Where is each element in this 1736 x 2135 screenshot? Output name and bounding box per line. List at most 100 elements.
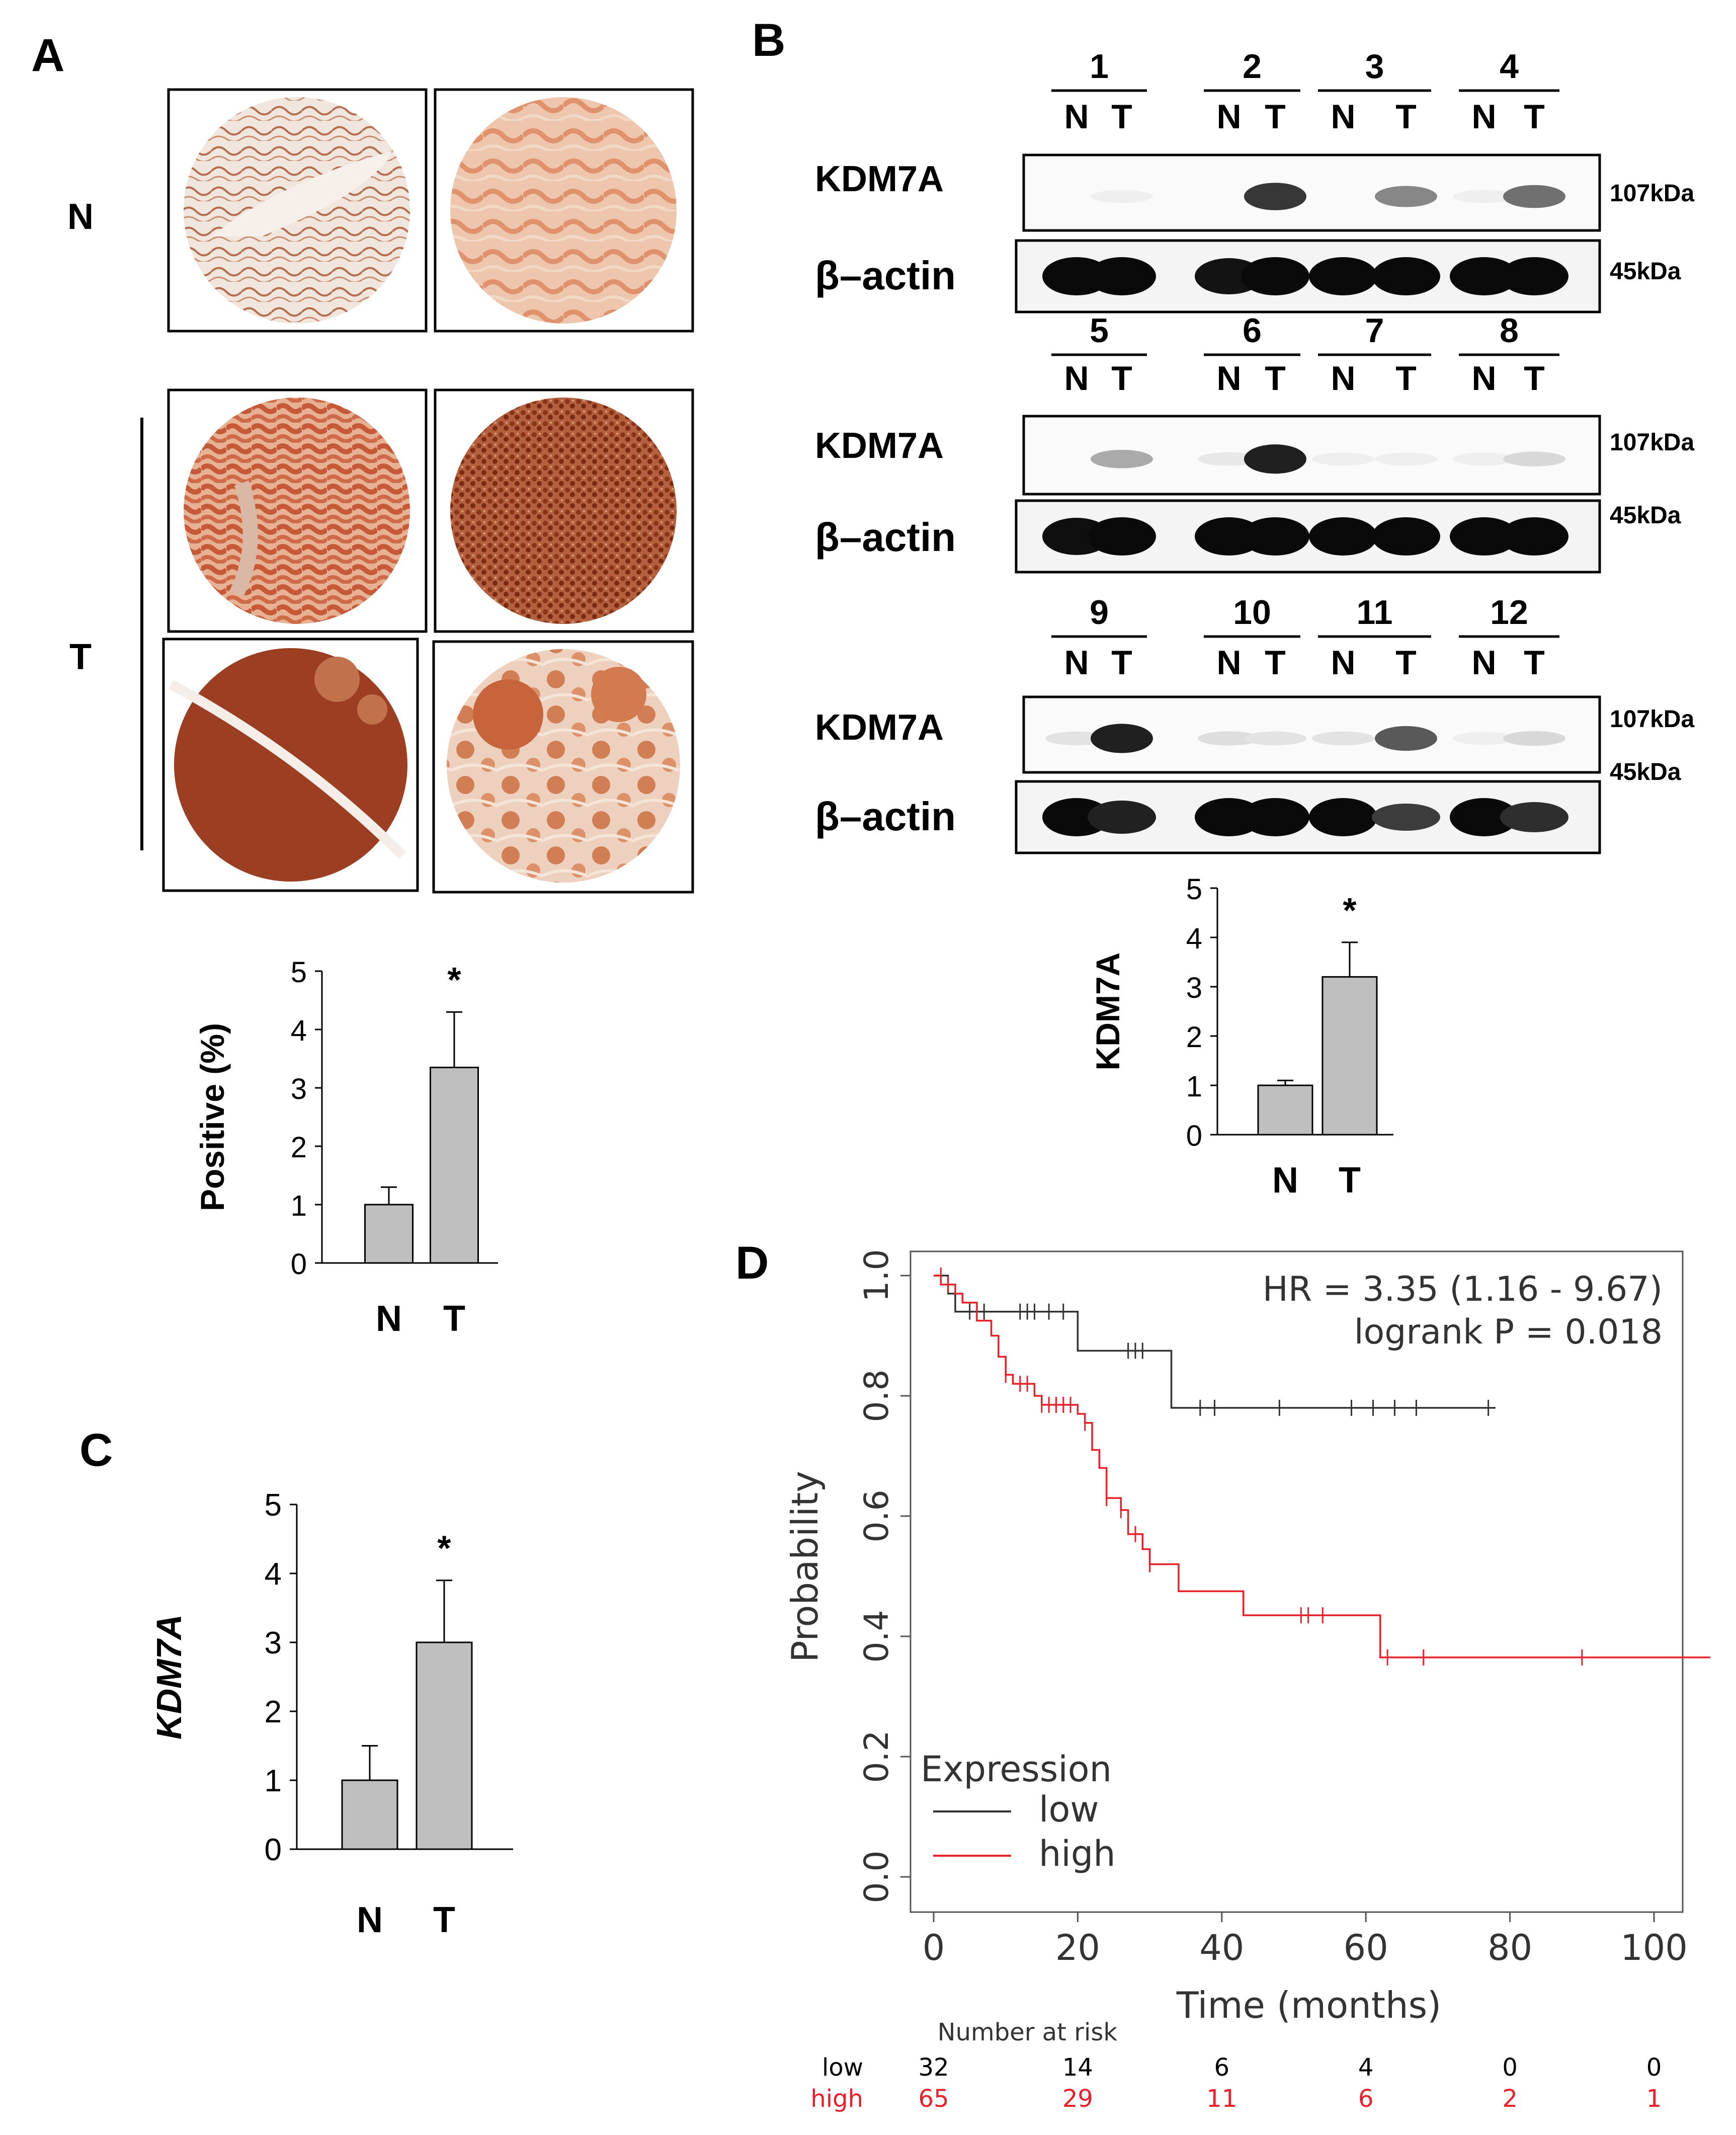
risk-value: 0 [1646, 2053, 1662, 2082]
risk-table-title: Number at risk [938, 2018, 1118, 2046]
lane-label-normal: N [1471, 98, 1496, 136]
actin-band [1309, 517, 1377, 556]
significance-star: * [1343, 891, 1357, 930]
ihc-image-normal-1 [167, 88, 428, 333]
risk-value: 32 [918, 2053, 949, 2082]
actin-band [1500, 802, 1568, 832]
sample-number-label: 11 [1357, 593, 1393, 631]
kdm7a-band [1198, 731, 1260, 746]
y-tick-label: 0.6 [857, 1490, 896, 1543]
kdm7a-band [1312, 731, 1374, 746]
kdm7a-band [1091, 724, 1153, 753]
lane-label-normal: N [1216, 644, 1241, 682]
lane-label-tumor: T [1524, 644, 1545, 682]
y-tick-label: 4 [1186, 922, 1202, 955]
kdm7a-band [1312, 452, 1374, 466]
actin-band [1088, 257, 1156, 295]
lane-label-normal: N [1064, 644, 1089, 682]
ihc-image-tumor-1 [167, 388, 428, 633]
row-label-normal: N [67, 197, 94, 237]
blot-row-label-kdm7a: KDM7A [815, 707, 944, 748]
significance-star: * [437, 1529, 451, 1568]
x-category-label: T [1339, 1160, 1361, 1201]
mw-marker-actin: 45kDa [1610, 258, 1681, 285]
y-tick-label: 3 [265, 1626, 282, 1660]
mw-marker-actin: 45kDa [1610, 502, 1681, 529]
x-tick-label: 60 [1344, 1927, 1388, 1968]
y-tick-label: 5 [291, 956, 307, 989]
actin-band [1450, 257, 1518, 295]
y-tick-label: 0.2 [857, 1730, 896, 1783]
kdm7a-band [1453, 732, 1515, 745]
kdm7a-band [1375, 186, 1437, 207]
y-tick-label: 0.0 [857, 1851, 896, 1904]
lane-label-normal: N [1216, 98, 1241, 136]
y-tick-label: 0 [265, 1833, 282, 1867]
y-tick-label: 4 [291, 1014, 307, 1047]
sample-number-label: 9 [1090, 593, 1109, 631]
x-axis-label: Time (months) [1176, 1984, 1441, 2026]
sample-number-label: 8 [1500, 311, 1519, 350]
y-tick-label: 4 [265, 1557, 282, 1592]
bar-n [341, 1779, 398, 1850]
y-tick-label: 1 [291, 1190, 307, 1222]
mw-marker-kdm7a: 107kDa [1610, 180, 1694, 207]
x-category-label: N [376, 1299, 402, 1339]
significance-star: * [447, 960, 461, 999]
kdm7a-band [1244, 183, 1306, 210]
panel-b-bar-chart: 0 1 2 3 4 5 N T * KDM7A [1089, 873, 1393, 1201]
y-axis-label: KDM7A [151, 1614, 189, 1739]
lane-label-tumor: T [1265, 644, 1286, 682]
kdm7a-band [1375, 726, 1437, 751]
row-label-tumor: T [69, 637, 92, 677]
legend-label-low: low [1039, 1789, 1099, 1830]
kdm7a-band [1503, 731, 1565, 746]
actin-band [1042, 798, 1111, 836]
x-category-label: T [433, 1900, 455, 1940]
sample-number-label: 7 [1365, 311, 1384, 350]
y-tick-label: 1 [1186, 1070, 1202, 1103]
blot-row-label-kdm7a: KDM7A [815, 426, 944, 466]
risk-row-label-low: low [822, 2053, 863, 2082]
lane-label-normal: N [1064, 98, 1089, 136]
kdm7a-band [1198, 452, 1260, 466]
kdm7a-band [1091, 449, 1153, 468]
sample-number-label: 10 [1233, 593, 1271, 631]
x-tick-label: 40 [1199, 1927, 1244, 1968]
risk-value: 4 [1358, 2053, 1374, 2082]
blot-row-label-actin: β–actin [815, 794, 956, 839]
lane-label-tumor: T [1111, 359, 1132, 398]
ihc-image-tumor-2 [434, 388, 694, 633]
y-tick-label: 1 [265, 1764, 282, 1798]
bar-t [430, 1066, 479, 1264]
risk-value: 6 [1214, 2053, 1230, 2082]
actin-band [1500, 517, 1568, 556]
kdm7a-band [1091, 190, 1153, 203]
risk-value: 11 [1206, 2085, 1237, 2113]
x-tick-label: 0 [923, 1927, 945, 1968]
sample-number-label: 3 [1365, 47, 1384, 86]
y-tick-label: 5 [1186, 873, 1202, 906]
sample-number-label: 5 [1090, 311, 1109, 350]
y-tick-label: 2 [291, 1131, 307, 1164]
lane-label-tumor: T [1111, 98, 1132, 136]
blot-row-label-kdm7a: KDM7A [815, 159, 944, 199]
mw-marker-kdm7a: 107kDa [1610, 429, 1694, 456]
actin-band [1450, 798, 1518, 836]
y-tick-label: 5 [265, 1488, 282, 1523]
actin-band [1088, 801, 1156, 834]
lane-label-normal: N [1331, 644, 1355, 682]
lane-label-normal: N [1331, 359, 1355, 398]
risk-row-label-high: high [810, 2085, 863, 2113]
panel-a-ihc-figure: N T [67, 88, 694, 894]
y-axis-label: KDM7A [1089, 953, 1126, 1071]
lane-label-normal: N [1331, 98, 1355, 136]
blot-row-label-actin: β–actin [815, 515, 956, 560]
panel-label-d: D [735, 1237, 769, 1289]
y-tick-label: 3 [1186, 972, 1202, 1004]
actin-band [1241, 517, 1309, 556]
ihc-image-normal-2 [434, 88, 694, 333]
x-tick-label: 20 [1055, 1927, 1100, 1968]
sample-number-label: 12 [1490, 593, 1528, 631]
